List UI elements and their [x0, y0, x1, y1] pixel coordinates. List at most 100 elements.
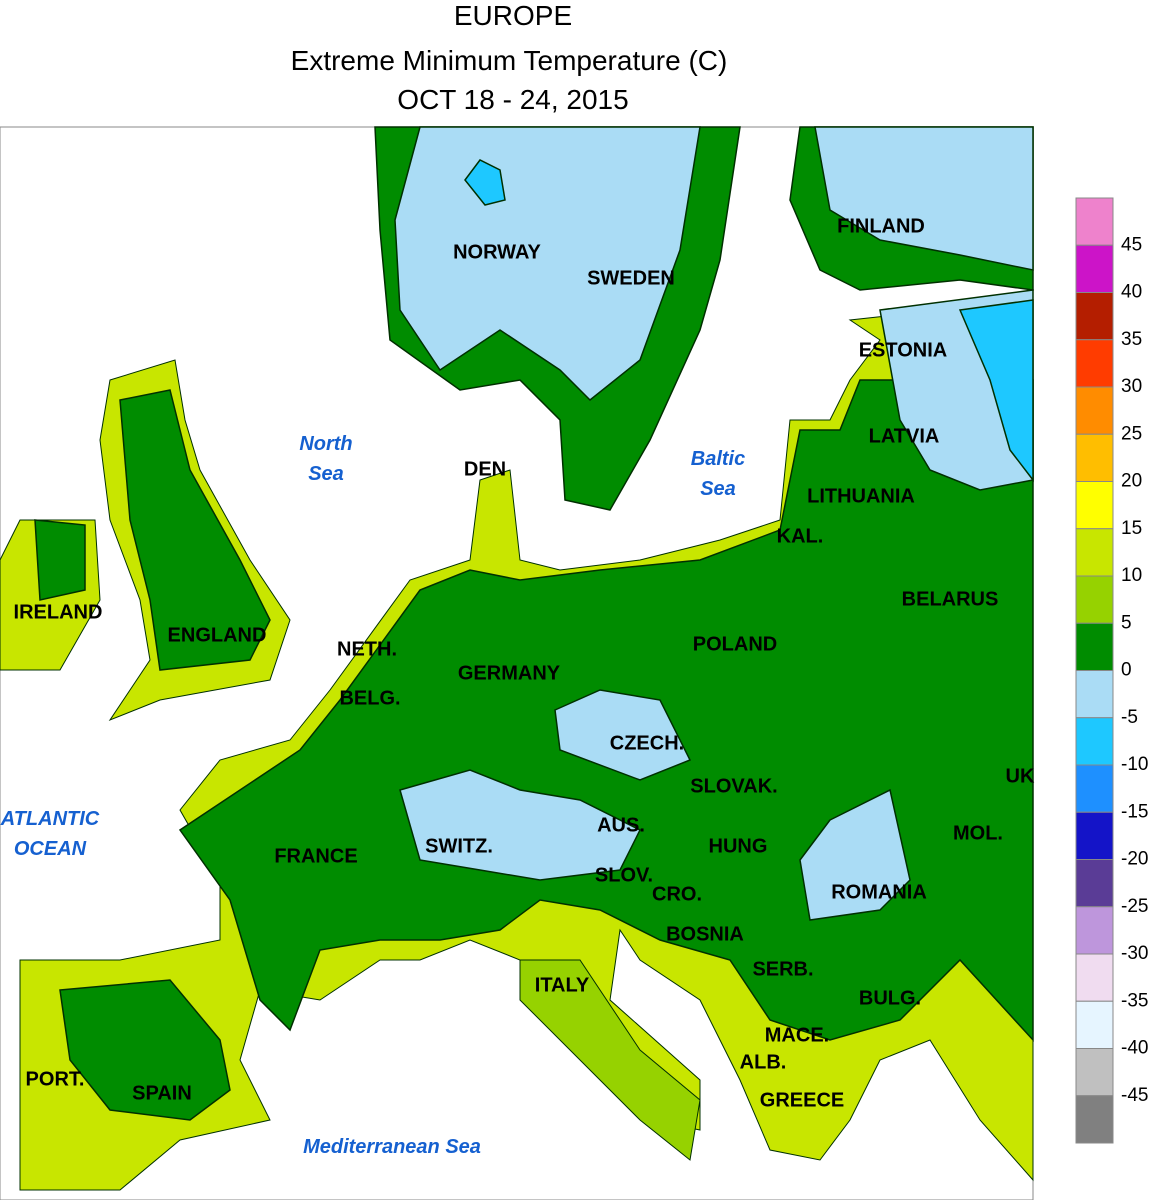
color-swatch	[1075, 386, 1114, 435]
color-swatch	[1075, 339, 1114, 388]
cold-area	[554, 689, 692, 781]
country-label: LITHUANIA	[807, 485, 915, 507]
country-label: BULG.	[859, 987, 921, 1009]
land	[519, 959, 701, 1161]
map	[0, 126, 1034, 1200]
color-swatch	[1075, 1048, 1114, 1097]
country-label: SLOV.	[595, 864, 653, 886]
tick-label: -40	[1121, 1038, 1148, 1059]
country-label: GERMANY	[458, 662, 561, 684]
color-swatch	[1075, 859, 1114, 908]
land	[119, 389, 271, 671]
country-label: BELG.	[339, 687, 400, 709]
color-swatch	[1075, 575, 1114, 624]
color-swatch	[1075, 764, 1114, 813]
color-swatch	[1075, 1095, 1114, 1144]
tick-label: -15	[1121, 801, 1148, 822]
country-label: KAL.	[777, 525, 824, 547]
country-label: SLOVAK.	[690, 775, 777, 797]
tick-label: 25	[1121, 423, 1142, 444]
sea-label: North	[299, 433, 352, 455]
country-label: MACE.	[765, 1024, 829, 1046]
land	[59, 979, 231, 1121]
country-label: PORT.	[26, 1068, 85, 1090]
country-label: ALB.	[740, 1051, 787, 1073]
country-label: SWEDEN	[587, 267, 675, 289]
color-swatch	[1075, 292, 1114, 341]
tick-label: 0	[1121, 660, 1132, 681]
country-label: AUS.	[597, 814, 645, 836]
country-label: POLAND	[693, 633, 777, 655]
tick-label: -45	[1121, 1085, 1148, 1106]
country-label: NORWAY	[453, 241, 541, 263]
sea-label: OCEAN	[14, 838, 87, 860]
country-label: IRELAND	[14, 601, 103, 623]
country-label: HUNG	[709, 835, 768, 857]
tick-label: 45	[1121, 234, 1142, 255]
country-label: MOL.	[953, 822, 1003, 844]
tick-label: 15	[1121, 518, 1142, 539]
country-label: NETH.	[337, 638, 397, 660]
tick-label: 5	[1121, 612, 1132, 633]
country-label: LATVIA	[869, 425, 940, 447]
tick-label: 20	[1121, 471, 1142, 492]
country-label: BELARUS	[902, 588, 999, 610]
color-swatch	[1075, 244, 1114, 293]
labels: NORWAY SWEDEN FINLAND ESTONIA LATVIA LITHUANI…	[0, 215, 1035, 1158]
color-swatch	[1075, 717, 1114, 766]
tick-label: 10	[1121, 565, 1142, 586]
country-label: SPAIN	[132, 1082, 192, 1104]
cold-area	[464, 159, 506, 206]
cold-area	[799, 788, 911, 921]
header: EUROPE Extreme Minimum Temperature (C) O…	[291, 0, 728, 115]
title-line: Extreme Minimum Temperature (C)	[291, 45, 728, 76]
color-swatch	[1075, 670, 1114, 719]
tick-label: -25	[1121, 896, 1148, 917]
tick-label: -35	[1121, 990, 1148, 1011]
country-label: DEN	[464, 458, 506, 480]
color-swatch	[1075, 622, 1114, 671]
sea-label: Sea	[700, 478, 736, 500]
color-swatch	[1075, 811, 1114, 860]
country-label: ENGLAND	[168, 624, 267, 646]
colorbar: 45 40 35 30 25 20 15 10 5 0 -5 -10 -15 -20 -25 -30 -35 -4…	[1075, 197, 1148, 1144]
cold-area	[394, 126, 701, 402]
country-label: UK	[1006, 765, 1035, 787]
tick-label: -10	[1121, 754, 1148, 775]
country-label: GREECE	[760, 1089, 844, 1111]
cold-area	[399, 769, 642, 881]
country-label: CZECH.	[610, 732, 684, 754]
country-label: ESTONIA	[859, 339, 948, 361]
color-swatch	[1075, 906, 1114, 955]
tick-label: 35	[1121, 329, 1142, 350]
sea-label: Sea	[308, 463, 344, 485]
country-label: FRANCE	[274, 845, 357, 867]
color-swatch	[1075, 1000, 1114, 1049]
country-label: BOSNIA	[666, 923, 744, 945]
sea-label: Mediterranean Sea	[303, 1136, 481, 1158]
title-line: EUROPE	[454, 0, 572, 31]
color-swatch	[1075, 197, 1114, 246]
sea-label: Baltic	[691, 448, 745, 470]
tick-label: -20	[1121, 849, 1148, 870]
tick-label: -30	[1121, 943, 1148, 964]
tick-label: -5	[1121, 707, 1138, 728]
title-line: OCT 18 - 24, 2015	[397, 84, 628, 115]
tick-label: 30	[1121, 376, 1142, 397]
cold-area	[958, 299, 1034, 483]
color-swatch	[1075, 481, 1114, 530]
country-label: ROMANIA	[831, 881, 927, 903]
tick-label: 40	[1121, 282, 1142, 303]
color-swatch	[1075, 953, 1114, 1002]
country-label: CRO.	[652, 883, 702, 905]
color-swatch	[1075, 433, 1114, 482]
country-label: SERB.	[752, 958, 813, 980]
country-label: FINLAND	[837, 215, 925, 237]
land	[34, 519, 86, 601]
country-label: SWITZ.	[425, 835, 493, 857]
cold-area	[814, 126, 1034, 271]
sea-label: ATLANTIC	[0, 808, 100, 830]
color-swatch	[1075, 528, 1114, 577]
country-label: ITALY	[535, 974, 590, 996]
